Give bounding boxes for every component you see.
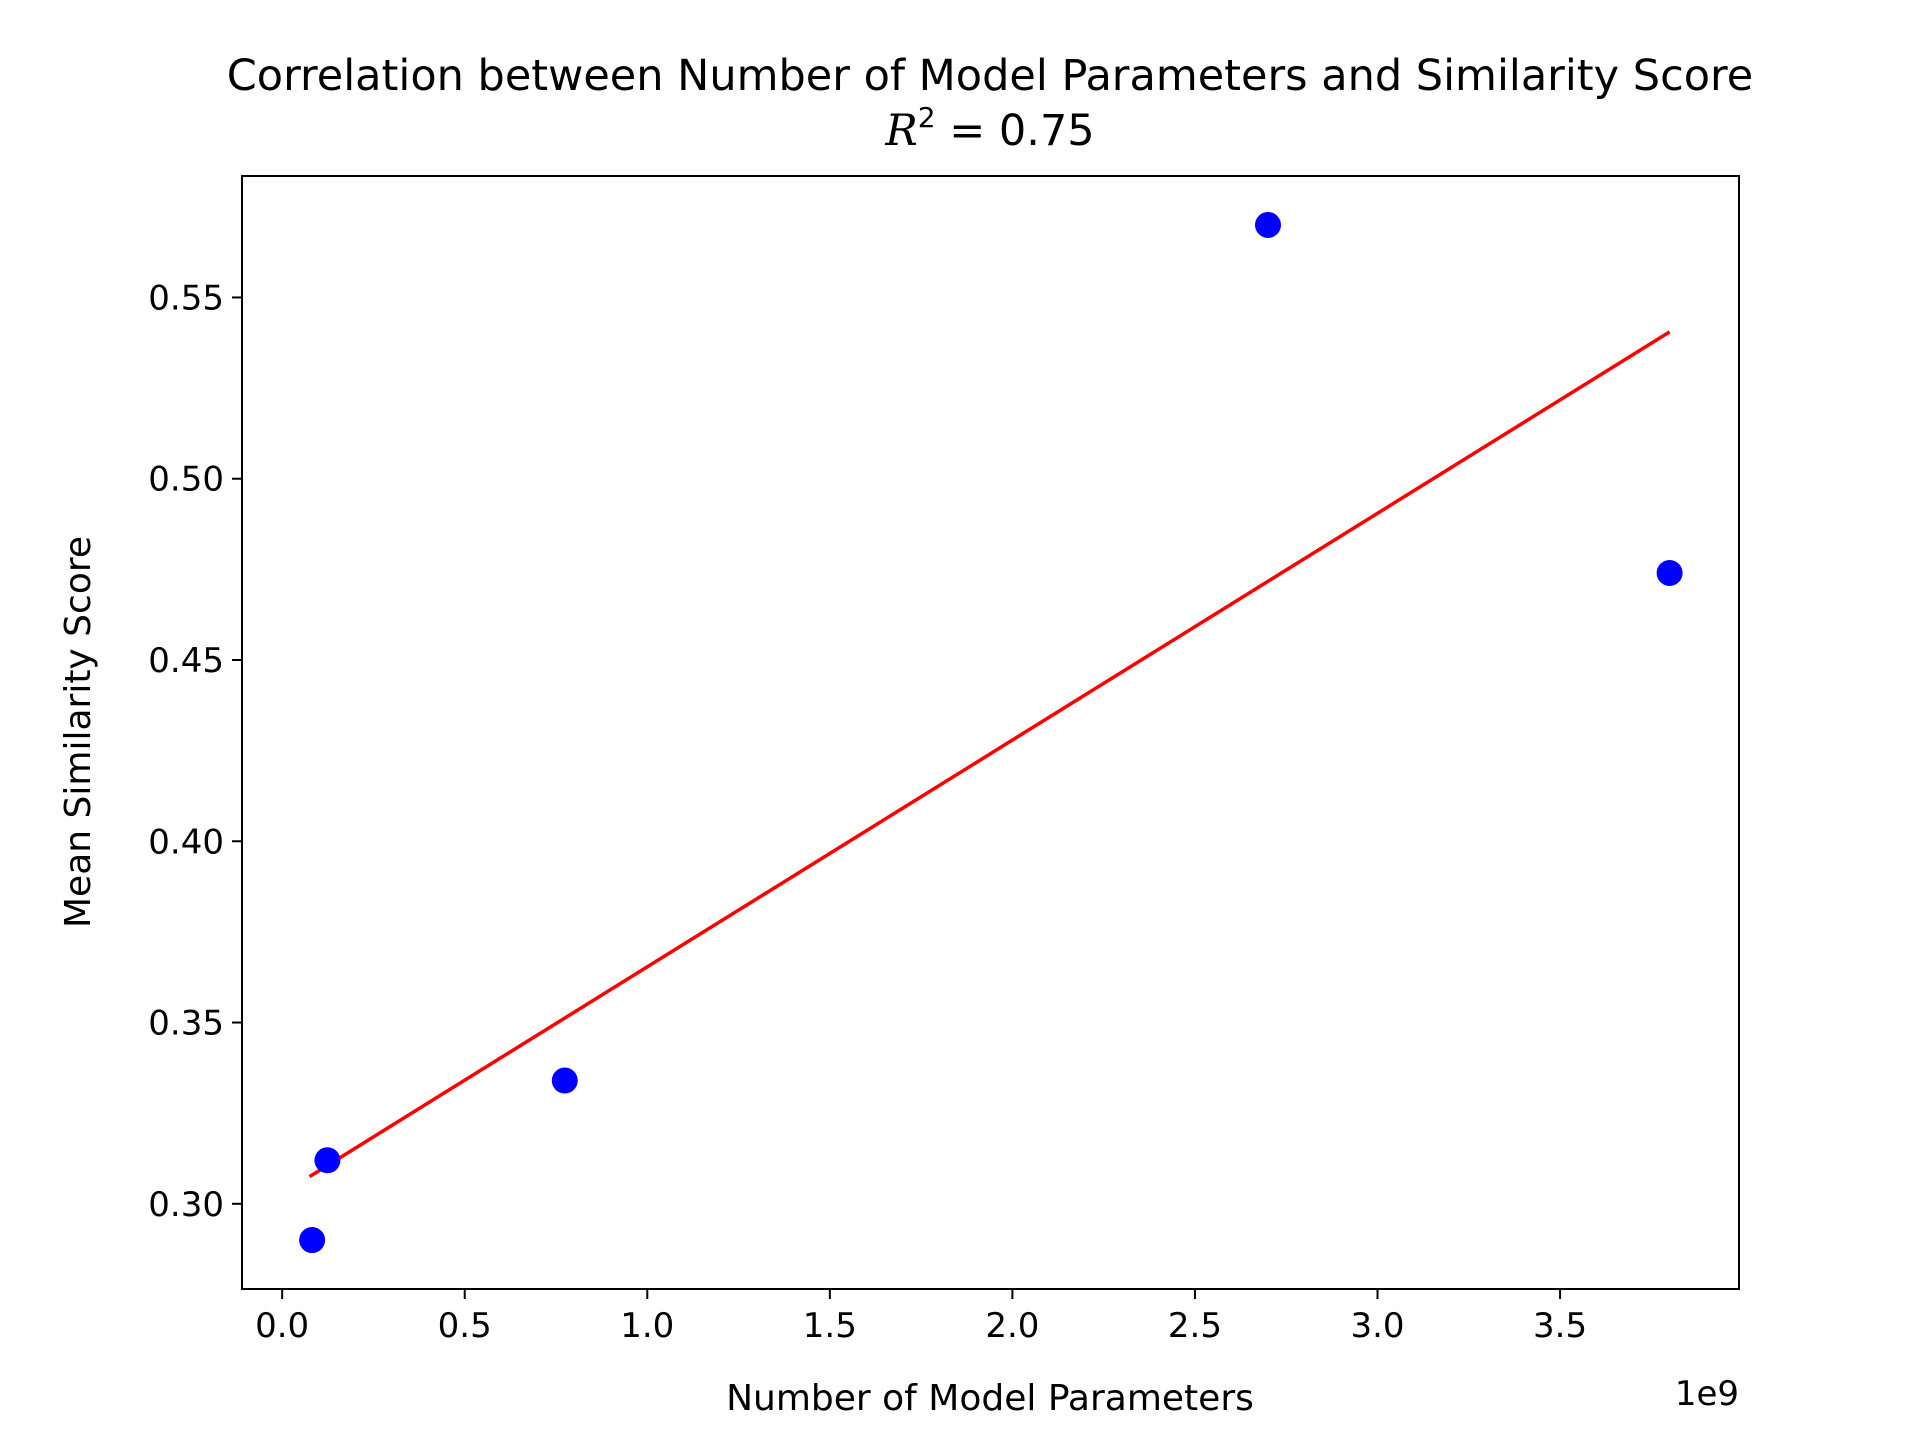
data-point (314, 1147, 341, 1174)
x-axis-label: Number of Model Parameters (726, 1378, 1254, 1419)
trendline-layer (308, 330, 1671, 1179)
y-tick-label: 0.55 (148, 278, 224, 318)
x-tick-label: 2.5 (1168, 1306, 1222, 1346)
r-squared-variable: R (884, 106, 917, 156)
y-tick-label: 0.45 (148, 641, 224, 681)
trendline (308, 330, 1671, 1179)
x-axis-ticks: 0.0 0.5 1.0 1.5 2.0 2.5 3.0 3.5 (255, 1289, 1587, 1346)
data-point (1254, 211, 1281, 238)
y-axis-ticks: 0.30 0.35 0.40 0.45 0.50 0.55 (148, 278, 242, 1225)
chart-title: Correlation between Number of Model Para… (227, 51, 1753, 101)
data-point (299, 1227, 326, 1254)
r-squared-subtitle: R2 = 0.75 (884, 101, 1094, 156)
data-point (551, 1067, 578, 1094)
data-point (1656, 559, 1683, 586)
r-squared-value: = 0.75 (936, 106, 1095, 156)
x-tick-label: 1.5 (803, 1306, 857, 1346)
x-axis-offset-label: 1e9 (1675, 1374, 1739, 1414)
data-points (299, 211, 1683, 1254)
y-tick-label: 0.30 (148, 1185, 224, 1225)
y-tick-label: 0.35 (148, 1004, 224, 1044)
x-tick-label: 0.5 (438, 1306, 492, 1346)
y-tick-label: 0.50 (148, 460, 224, 500)
plot-area-frame (241, 175, 1740, 1290)
x-tick-label: 0.0 (255, 1306, 309, 1346)
y-tick-label: 0.40 (148, 822, 224, 862)
x-tick-label: 3.5 (1533, 1306, 1587, 1346)
x-tick-label: 2.0 (985, 1306, 1039, 1346)
r-squared-exponent: 2 (918, 101, 936, 134)
y-axis-label: Mean Similarity Score (58, 536, 99, 928)
x-tick-label: 1.0 (620, 1306, 674, 1346)
x-tick-label: 3.0 (1350, 1306, 1404, 1346)
